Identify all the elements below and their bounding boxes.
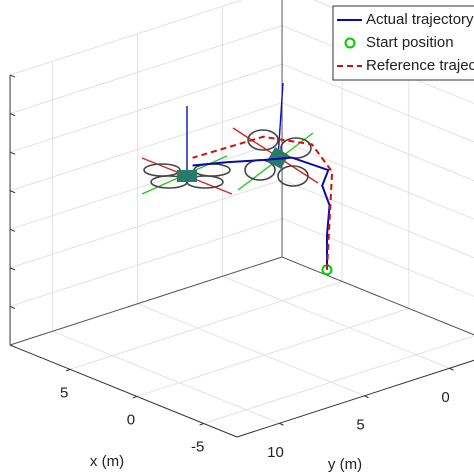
drones [141, 82, 319, 195]
y-tick [279, 422, 284, 426]
grid-line [9, 102, 283, 192]
grid-line [9, 140, 283, 230]
x-tick-label: 0 [127, 411, 135, 428]
grid-line [281, 102, 474, 182]
grid-line [203, 335, 474, 424]
y-tick-label: 0 [441, 389, 449, 406]
x-axis-label: x (m) [90, 453, 124, 470]
y-tick [364, 395, 369, 399]
x-tick-label: -5 [191, 438, 204, 455]
z-tick [9, 305, 16, 309]
grid-line [9, 0, 244, 76]
x-tick [132, 395, 138, 399]
grid-line [136, 307, 410, 397]
axis-line [281, 256, 474, 336]
grid-line [281, 63, 474, 143]
grid-line [9, 25, 283, 115]
x-tick-label: 5 [60, 384, 68, 401]
legend: Actual trajectory Start position Reference… [332, 5, 474, 81]
z-tick [9, 151, 16, 155]
axis-line [236, 359, 474, 438]
grid-line [222, 275, 450, 369]
legend-label: Reference trajectory [366, 57, 474, 74]
z-tick [9, 344, 16, 348]
grid [9, 0, 474, 424]
rotor [277, 165, 309, 187]
grid-line [9, 179, 283, 269]
z-tick [9, 190, 16, 194]
z-tick [9, 113, 16, 117]
grid-line [281, 179, 474, 259]
y-tick [449, 367, 454, 371]
legend-label: Actual trajectory [366, 11, 474, 28]
x-tick [199, 423, 204, 426]
legend-marker [344, 37, 356, 49]
z-tick [9, 74, 16, 78]
grid-line [281, 217, 474, 297]
z-tick [9, 228, 16, 232]
trajectory-line [192, 135, 334, 270]
grid-line [281, 140, 474, 220]
drone-body [177, 170, 197, 182]
series [192, 135, 334, 276]
grid-line [9, 217, 283, 307]
grid-line [69, 280, 343, 370]
trajectory-line [192, 156, 331, 270]
y-tick-label: 5 [356, 417, 364, 434]
drone [141, 106, 233, 195]
legend-box [332, 5, 474, 81]
y-tick-label: 10 [267, 444, 284, 461]
labels: x (m) y (m) -5 0 5 0 5 10 [60, 367, 454, 473]
y-axis-label: y (m) [328, 456, 362, 473]
drone-axis [277, 82, 284, 159]
axes-box [9, 0, 474, 438]
axis-line [9, 344, 238, 438]
z-tick [9, 267, 16, 271]
legend-label: Start position [366, 34, 454, 51]
rotor [247, 129, 279, 151]
grid-line [9, 63, 283, 153]
grid-line [137, 303, 365, 397]
grid-line [52, 330, 280, 424]
axis-line [9, 256, 283, 346]
x-tick [65, 368, 71, 372]
